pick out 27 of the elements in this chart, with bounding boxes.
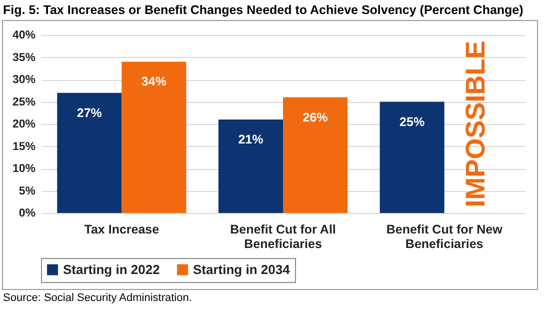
y-tick-label: 40%	[12, 30, 36, 42]
chart-title: Fig. 5: Tax Increases or Benefit Changes Needed to Achieve Solvency (Percent Change)	[2, 2, 524, 18]
data-label: 21%	[238, 132, 264, 147]
y-tick-label: 30%	[12, 74, 36, 86]
y-tick-label: 25%	[12, 96, 36, 108]
bar	[283, 97, 348, 213]
y-tick-label: 35%	[12, 52, 36, 64]
data-label: 26%	[302, 110, 328, 124]
y-tick-label: 5%	[18, 185, 36, 198]
y-tick-label: 20%	[12, 118, 36, 130]
y-tick-label: 0%	[18, 208, 36, 220]
data-label: 25%	[400, 114, 425, 129]
bar	[218, 120, 283, 213]
legend-label: Starting in 2022	[63, 262, 160, 277]
x-tick-label: Benefit Cut for New Beneficiaries	[386, 222, 503, 251]
y-tick-label: 10%	[12, 163, 36, 175]
source-note: Source: Social Security Administration.	[2, 291, 193, 304]
annotation: IMPOSSIBLE	[460, 40, 491, 208]
x-tick-label: Tax Increase	[84, 222, 160, 236]
bar	[122, 62, 186, 213]
data-label: 27%	[76, 106, 102, 120]
x-tick-label: Benefit Cut for All Beneficiaries	[230, 222, 336, 251]
bar	[380, 102, 444, 213]
data-label: 34%	[141, 74, 166, 89]
bar	[57, 92, 122, 213]
y-tick-label: 15%	[12, 140, 36, 153]
legend-label: Starting in 2034	[193, 262, 291, 277]
